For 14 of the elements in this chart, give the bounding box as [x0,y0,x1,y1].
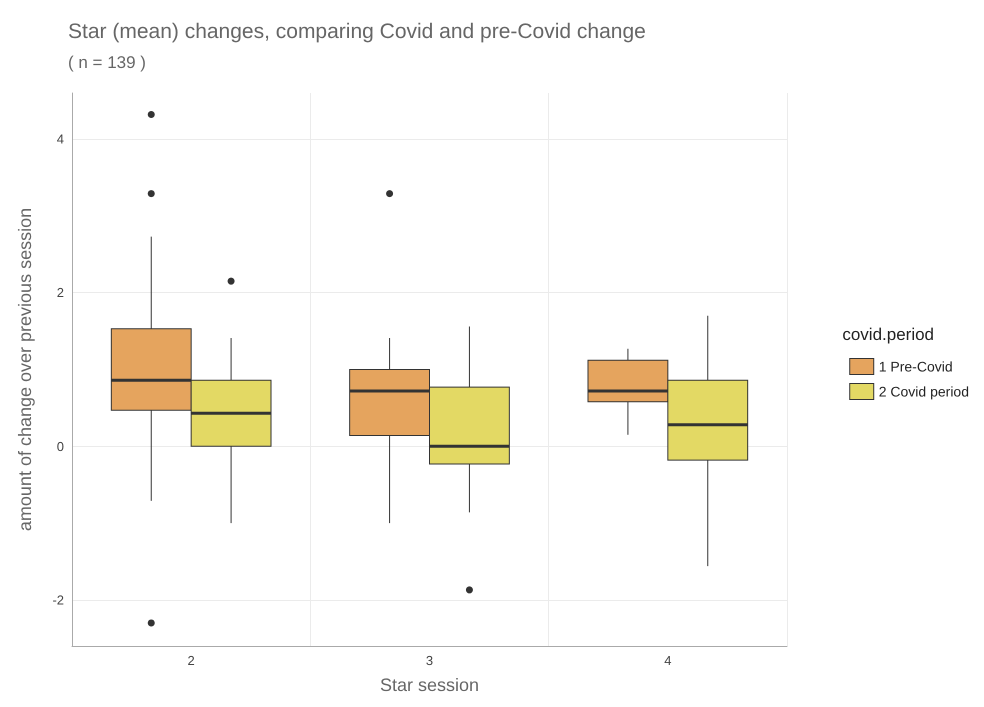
y-tick-label: 0 [56,438,64,454]
x-axis-title: Star session [380,675,480,695]
y-tick-label: 2 [56,285,64,300]
x-tick-label: 3 [426,653,434,668]
legend-label: 2 Covid period [878,384,970,400]
y-axis-title: amount of change over previous session [15,208,35,532]
y-tick-label: 4 [56,132,64,147]
y-tick-label: -2 [52,592,64,608]
x-tick-label: 2 [188,653,195,668]
x-tick-label: 4 [664,653,672,668]
legend-label: 1 Pre-Covid [878,358,953,374]
chart-title: Star (mean) changes, comparing Covid and pre-Covid change [68,20,646,43]
chart-subtitle: ( n = 139 ) [68,53,146,72]
legend-title: covid.period [842,325,934,344]
